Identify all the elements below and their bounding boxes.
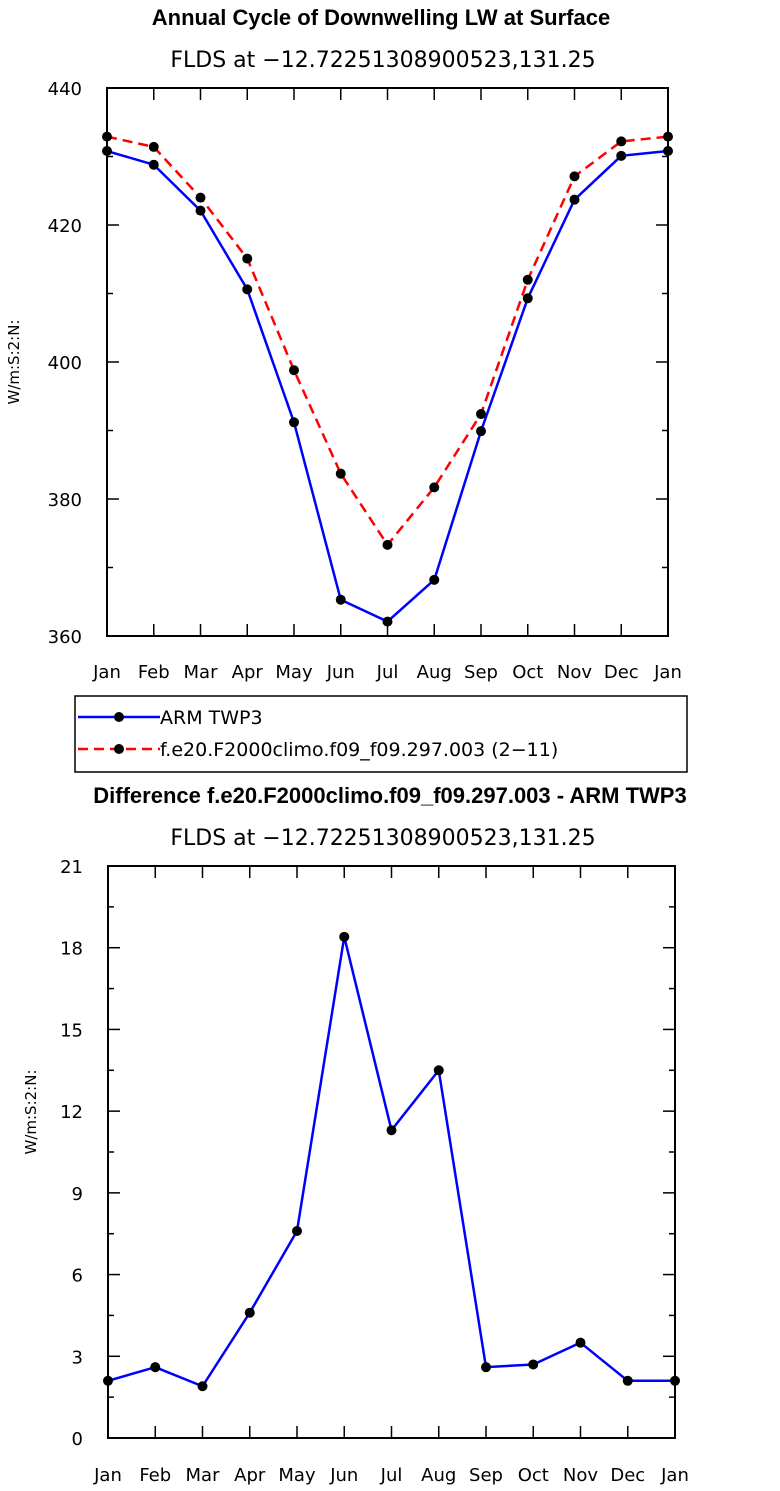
data-point <box>569 194 580 205</box>
data-point <box>242 284 253 295</box>
legend-entry-model: f.e20.F2000climo.f09_f09.297.003 (2−11) <box>78 739 558 761</box>
data-point <box>197 1381 208 1392</box>
x-tick-label: Feb <box>138 662 170 683</box>
data-point <box>476 409 486 420</box>
x-tick-label: Jun <box>329 1465 358 1486</box>
data-point <box>429 574 440 585</box>
data-point <box>522 293 533 304</box>
x-tick-label: Nov <box>563 1465 598 1486</box>
y-tick-label: 6 <box>72 1266 83 1287</box>
data-point <box>575 1337 586 1348</box>
data-point <box>433 1065 444 1076</box>
y-tick-label: 420 <box>48 216 82 237</box>
x-tick-label: Apr <box>232 662 264 683</box>
data-point <box>335 468 346 479</box>
data-point <box>335 594 346 605</box>
data-point <box>195 192 206 203</box>
legend: ARM TWP3 f.e20.F2000climo.f09_f09.297.00… <box>74 695 688 773</box>
y-tick-label: 15 <box>60 1020 83 1041</box>
data-point <box>242 253 253 264</box>
x-tick-label: Apr <box>234 1465 266 1486</box>
x-tick-label: Jul <box>380 1465 403 1486</box>
legend-label-arm: ARM TWP3 <box>160 707 263 729</box>
x-tick-label: Nov <box>557 662 592 683</box>
y-axis-label: W/m:S:2:N: <box>22 1070 40 1155</box>
chart-subtitle: FLDS at −12.72251308900523,131.25 <box>170 826 595 851</box>
chart-title: Difference f.e20.F2000climo.f09_f09.297.… <box>93 783 686 808</box>
y-tick-label: 440 <box>48 79 82 100</box>
axis-ticks: Jan Feb Mar Apr May Jun Jul Aug Sep Oct Nov Dec Jan 3… <box>48 79 682 683</box>
x-tick-label: Jul <box>376 662 399 683</box>
data-point <box>386 1125 397 1136</box>
x-tick-label: Mar <box>186 1465 221 1486</box>
y-tick-label: 360 <box>48 627 82 648</box>
plot-frame <box>107 865 676 1439</box>
data-point <box>569 171 580 182</box>
legend-marker-arm <box>114 712 124 722</box>
data-point <box>481 1362 491 1373</box>
series-line-0 <box>106 149 669 623</box>
data-point <box>195 205 206 216</box>
data-point <box>148 159 159 170</box>
data-point <box>382 539 393 550</box>
legend-box <box>74 695 688 773</box>
data-point <box>339 931 350 942</box>
series-lines <box>103 931 680 1392</box>
x-tick-label: Jun <box>326 662 355 683</box>
data-point <box>148 141 159 152</box>
x-tick-label: Jan <box>660 1465 689 1486</box>
legend-marker-model <box>114 744 124 754</box>
series-lines <box>102 131 673 627</box>
difference-chart: Difference f.e20.F2000climo.f09_f09.297.… <box>22 783 689 1486</box>
data-point <box>292 1225 302 1236</box>
x-tick-label: Aug <box>417 662 452 683</box>
x-tick-label: Oct <box>512 662 543 683</box>
chart-title: Annual Cycle of Downwelling LW at Surfac… <box>152 5 610 30</box>
data-point <box>289 365 299 376</box>
x-tick-label: Jan <box>653 662 682 683</box>
x-tick-label: Feb <box>139 1465 171 1486</box>
x-tick-label: Sep <box>464 662 498 683</box>
x-tick-label: Jan <box>93 1465 122 1486</box>
data-point <box>616 136 627 147</box>
x-tick-label: Dec <box>610 1465 645 1486</box>
x-tick-label: May <box>275 662 313 683</box>
data-point <box>476 426 486 437</box>
y-tick-label: 18 <box>60 939 83 960</box>
y-axis-label: W/m:S:2:N: <box>5 320 23 405</box>
x-tick-label: May <box>278 1465 316 1486</box>
y-tick-label: 9 <box>72 1184 83 1205</box>
data-point <box>616 150 627 161</box>
y-tick-label: 3 <box>72 1347 83 1368</box>
data-point <box>622 1375 633 1386</box>
axis-ticks: Jan Feb Mar Apr May Jun Jul Aug Sep Oct Nov Dec Jan 0… <box>60 857 689 1486</box>
x-tick-label: Mar <box>184 662 219 683</box>
data-point <box>382 616 393 627</box>
data-point <box>528 1359 539 1370</box>
data-point <box>244 1307 255 1318</box>
legend-label-model: f.e20.F2000climo.f09_f09.297.003 (2−11) <box>160 739 558 761</box>
plot-frame <box>106 87 669 637</box>
y-tick-label: 21 <box>60 857 83 878</box>
series-line-0 <box>107 935 675 1388</box>
x-tick-label: Oct <box>518 1465 549 1486</box>
series-line-1 <box>106 135 669 547</box>
data-point <box>429 482 440 493</box>
y-tick-label: 380 <box>48 490 82 511</box>
data-point <box>150 1362 161 1373</box>
x-tick-label: Aug <box>421 1465 456 1486</box>
annual-cycle-chart: Annual Cycle of Downwelling LW at Surfac… <box>5 5 682 683</box>
y-tick-label: 12 <box>60 1102 83 1123</box>
x-tick-label: Jan <box>92 662 121 683</box>
data-point <box>289 417 299 428</box>
y-tick-label: 0 <box>72 1429 83 1450</box>
x-tick-label: Dec <box>604 662 639 683</box>
data-point <box>522 274 533 285</box>
x-tick-label: Sep <box>469 1465 503 1486</box>
y-tick-label: 400 <box>48 353 82 374</box>
chart-subtitle: FLDS at −12.72251308900523,131.25 <box>170 48 595 73</box>
legend-entry-arm: ARM TWP3 <box>78 707 263 729</box>
